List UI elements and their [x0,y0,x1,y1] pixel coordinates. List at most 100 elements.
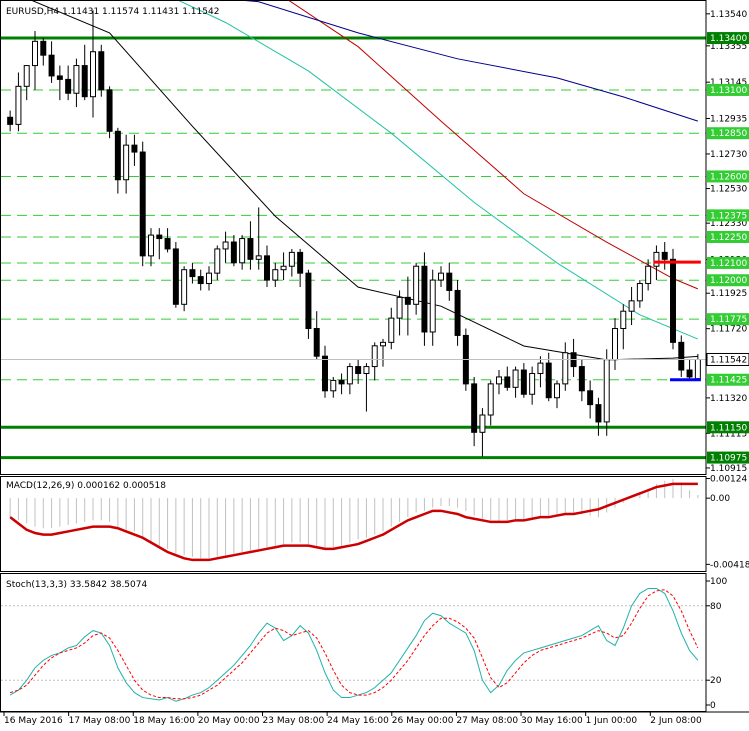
candle-body[interactable] [421,265,428,333]
stochastic-pane[interactable]: 100 80 20 0 [1,577,727,711]
price-tick-label: 1.11320 [710,394,747,404]
candle-body[interactable] [247,238,254,260]
candle-body[interactable] [56,75,63,80]
candle-body[interactable] [230,241,237,264]
candle-body[interactable] [694,358,701,380]
price-pane[interactable]: 1.13540 1.13355 1.13145 1.12935 1.12730 1.125… [1,0,749,474]
candle-body[interactable] [371,345,378,368]
candle-body[interactable] [446,272,453,291]
candle-body[interactable] [454,289,461,336]
candle-body[interactable] [197,276,204,285]
candle-body[interactable] [512,369,519,388]
candle-body[interactable] [413,265,420,305]
candle-body[interactable] [313,328,320,357]
candle-body[interactable] [520,369,527,395]
macd-pane[interactable]: 0.00124 0.00 -0.00418 [9,475,749,571]
candle-body[interactable] [396,296,403,319]
candle-body[interactable] [479,414,486,433]
candle-body[interactable] [206,272,212,285]
candle-body[interactable] [612,328,618,361]
candle-body[interactable] [578,366,585,392]
candle-body[interactable] [322,355,328,392]
candle-body[interactable] [222,241,229,250]
candle-body[interactable] [172,248,179,305]
candle-body[interactable] [181,269,188,305]
candle-body[interactable] [587,390,594,406]
candle-body[interactable] [32,40,38,67]
level-label: 1.10975 [710,454,747,464]
candle-body[interactable] [537,362,544,374]
candle-body[interactable] [429,279,436,333]
candle-body[interactable] [288,251,295,267]
candle-body[interactable] [670,258,676,343]
candle-body[interactable] [471,383,478,433]
candle-body[interactable] [123,144,130,181]
candle-body[interactable] [504,376,511,388]
candle-body[interactable] [98,51,105,91]
candle-body[interactable] [15,85,22,125]
candle-body[interactable] [636,283,643,302]
candle-body[interactable] [678,341,685,371]
price-tick-label: 1.12730 [710,150,747,160]
candle-body[interactable] [106,89,113,132]
candle-body[interactable] [131,144,138,153]
level-label: 1.12000 [710,276,747,286]
candle-body[interactable] [355,366,362,374]
candle-body[interactable] [330,379,337,392]
candle-body[interactable] [388,317,395,343]
candle-body[interactable] [603,359,610,423]
candle-body[interactable] [139,151,146,257]
candle-body[interactable] [645,265,652,285]
candle-body[interactable] [280,265,287,271]
candle-body[interactable] [23,65,30,87]
candle-body[interactable] [214,248,221,274]
candle-body[interactable] [40,40,47,56]
candle-body[interactable] [189,269,196,278]
candle-body[interactable] [7,116,14,125]
candle-body[interactable] [661,251,668,260]
candle-body[interactable] [487,383,494,416]
candle-body[interactable] [239,238,246,264]
candle-body[interactable] [81,65,88,98]
candle-body[interactable] [363,366,370,374]
candle-body[interactable] [529,372,536,395]
candle-body[interactable] [156,234,163,240]
candle-body[interactable] [338,379,345,385]
candle-body[interactable] [686,369,693,378]
candle-body[interactable] [562,352,569,385]
candle-body[interactable] [595,404,602,423]
candle-body[interactable] [65,78,72,94]
price-tick-label: 1.11720 [710,325,747,335]
level-label-bg [707,256,749,269]
price-tick-label: 1.13145 [710,78,747,88]
candle-body[interactable] [90,51,96,98]
level-label: 1.13100 [710,86,747,96]
candle-body[interactable] [620,310,627,330]
candle-body[interactable] [272,269,279,281]
candle-body[interactable] [114,130,121,181]
candle-body[interactable] [628,300,635,312]
moving-average-line [287,0,699,290]
candle-body[interactable] [404,296,411,305]
pane-border [0,573,707,712]
candle-body[interactable] [346,366,353,385]
candle-body[interactable] [545,362,552,399]
stoch-tick-label: 100 [710,577,727,587]
price-tick-label: 1.11925 [710,289,747,299]
level-label: 1.11150 [710,423,747,433]
candle-body[interactable] [164,238,171,250]
candle-body[interactable] [380,341,386,347]
candle-body[interactable] [148,234,154,257]
candle-body[interactable] [496,376,502,385]
candle-body[interactable] [264,255,270,281]
candle-body[interactable] [255,255,262,260]
candle-body[interactable] [48,54,55,77]
candle-body[interactable] [438,272,444,281]
candle-body[interactable] [653,251,660,267]
candle-body[interactable] [554,383,560,399]
candle-body[interactable] [305,272,312,330]
level-label-bg [707,313,749,326]
candle-body[interactable] [297,251,304,274]
candle-body[interactable] [73,65,80,94]
